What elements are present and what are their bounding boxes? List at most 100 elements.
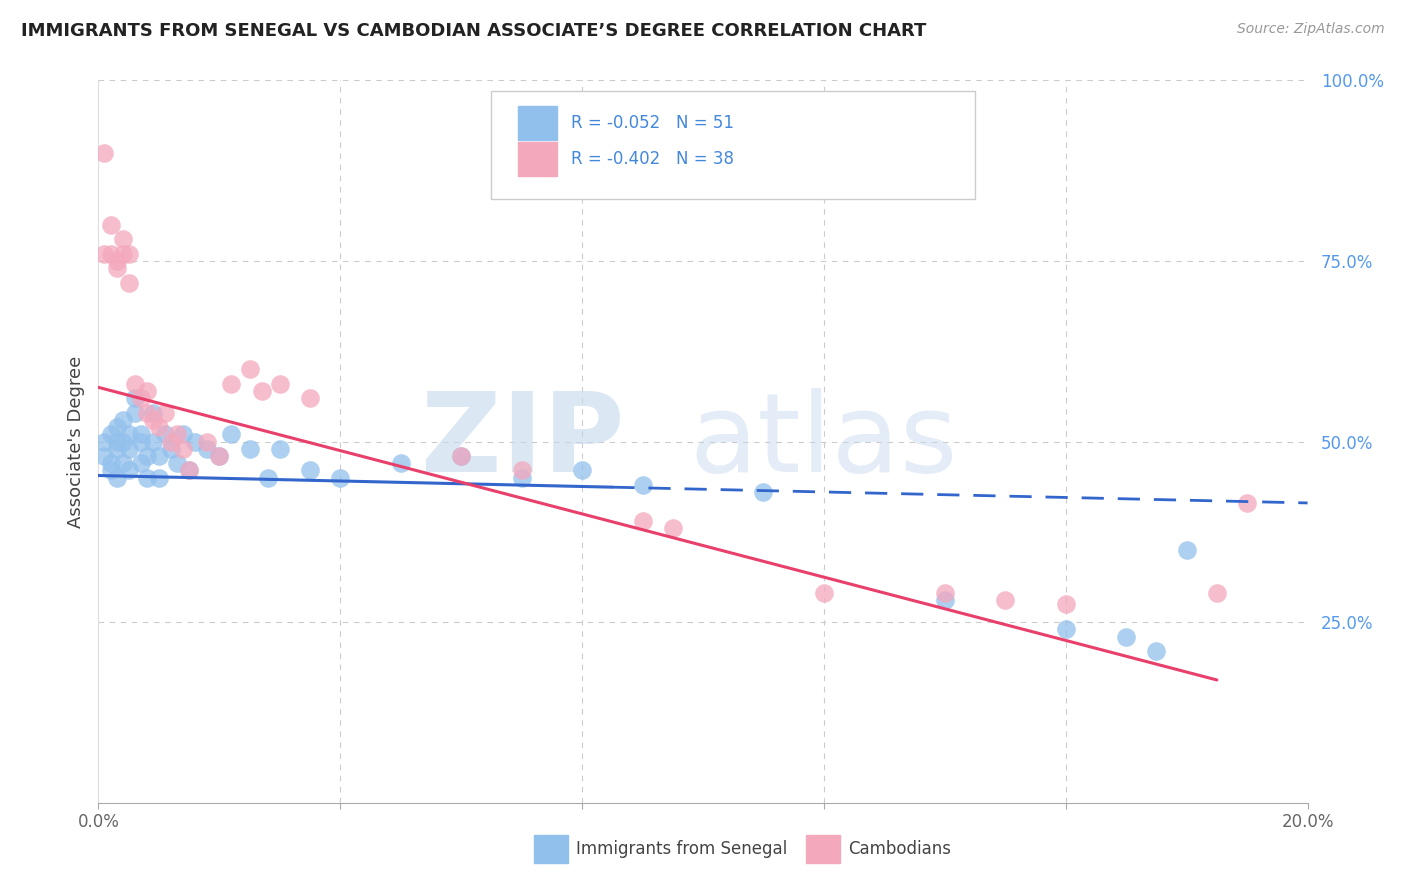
Point [111, 434, 134, 449]
Point [179, 463, 201, 477]
Point [111, 456, 134, 470]
Text: Source: ZipAtlas.com: Source: ZipAtlas.com [1237, 22, 1385, 37]
Point [813, 586, 835, 600]
Text: Immigrants from Senegal: Immigrants from Senegal [576, 840, 787, 858]
Point [239, 362, 262, 376]
Point [239, 442, 262, 456]
Point [100, 456, 122, 470]
Point [299, 463, 322, 477]
Point [105, 434, 128, 449]
Point [450, 449, 472, 463]
Point [118, 427, 141, 442]
Point [631, 478, 654, 492]
Point [994, 593, 1017, 607]
Point [105, 261, 128, 276]
Point [221, 427, 243, 442]
Point [153, 427, 176, 442]
Point [118, 442, 141, 456]
Point [105, 420, 128, 434]
Point [100, 463, 122, 477]
Text: R = -0.052   N = 51: R = -0.052 N = 51 [571, 114, 734, 132]
Point [208, 449, 231, 463]
Point [153, 406, 176, 420]
Point [129, 434, 152, 449]
Point [129, 391, 152, 405]
Point [195, 434, 218, 449]
Point [93, 434, 115, 449]
Point [118, 276, 141, 290]
Point [93, 246, 115, 260]
Point [184, 434, 207, 449]
Point [1054, 623, 1077, 637]
Point [269, 442, 291, 456]
Point [1144, 644, 1167, 658]
Point [111, 232, 134, 246]
Point [1236, 496, 1258, 510]
Point [269, 376, 291, 391]
Text: R = -0.402   N = 38: R = -0.402 N = 38 [571, 150, 734, 168]
Point [148, 449, 170, 463]
Point [299, 391, 322, 405]
Point [934, 586, 956, 600]
Text: atlas: atlas [690, 388, 957, 495]
Point [124, 391, 146, 405]
Point [142, 413, 165, 427]
FancyBboxPatch shape [517, 105, 557, 140]
Point [1206, 586, 1229, 600]
Text: ZIP: ZIP [420, 388, 624, 495]
Point [111, 413, 134, 427]
Point [142, 434, 165, 449]
Point [135, 449, 157, 463]
Point [256, 470, 278, 484]
Point [934, 593, 956, 607]
Point [195, 442, 218, 456]
Point [1054, 597, 1077, 611]
Point [631, 514, 654, 528]
FancyBboxPatch shape [534, 835, 568, 863]
Point [661, 521, 683, 535]
Point [105, 442, 128, 456]
Point [142, 406, 165, 420]
Point [100, 427, 122, 442]
Point [129, 427, 152, 442]
Point [118, 463, 141, 477]
Point [752, 485, 775, 500]
Point [221, 376, 243, 391]
Point [105, 470, 128, 484]
Point [100, 218, 122, 232]
Point [124, 406, 146, 420]
Point [135, 384, 157, 398]
Point [510, 463, 533, 477]
Point [329, 470, 352, 484]
Point [100, 246, 122, 260]
Point [148, 420, 170, 434]
Point [510, 470, 533, 484]
Point [111, 246, 134, 260]
Text: IMMIGRANTS FROM SENEGAL VS CAMBODIAN ASSOCIATE’S DEGREE CORRELATION CHART: IMMIGRANTS FROM SENEGAL VS CAMBODIAN ASS… [21, 22, 927, 40]
Text: Cambodians: Cambodians [848, 840, 950, 858]
Point [1175, 542, 1198, 557]
Point [135, 470, 157, 484]
Point [571, 463, 593, 477]
Point [450, 449, 472, 463]
Point [1115, 630, 1137, 644]
Point [179, 463, 201, 477]
Point [172, 442, 194, 456]
Point [166, 456, 188, 470]
Point [208, 449, 231, 463]
Point [129, 456, 152, 470]
Point [160, 442, 183, 456]
Point [93, 145, 115, 160]
Point [166, 427, 188, 442]
FancyBboxPatch shape [517, 142, 557, 177]
Point [105, 253, 128, 268]
FancyBboxPatch shape [492, 91, 976, 200]
Point [118, 246, 141, 260]
Point [250, 384, 273, 398]
Point [124, 376, 146, 391]
Point [148, 470, 170, 484]
Y-axis label: Associate's Degree: Associate's Degree [66, 355, 84, 528]
Point [172, 427, 194, 442]
Point [160, 434, 183, 449]
Point [135, 406, 157, 420]
